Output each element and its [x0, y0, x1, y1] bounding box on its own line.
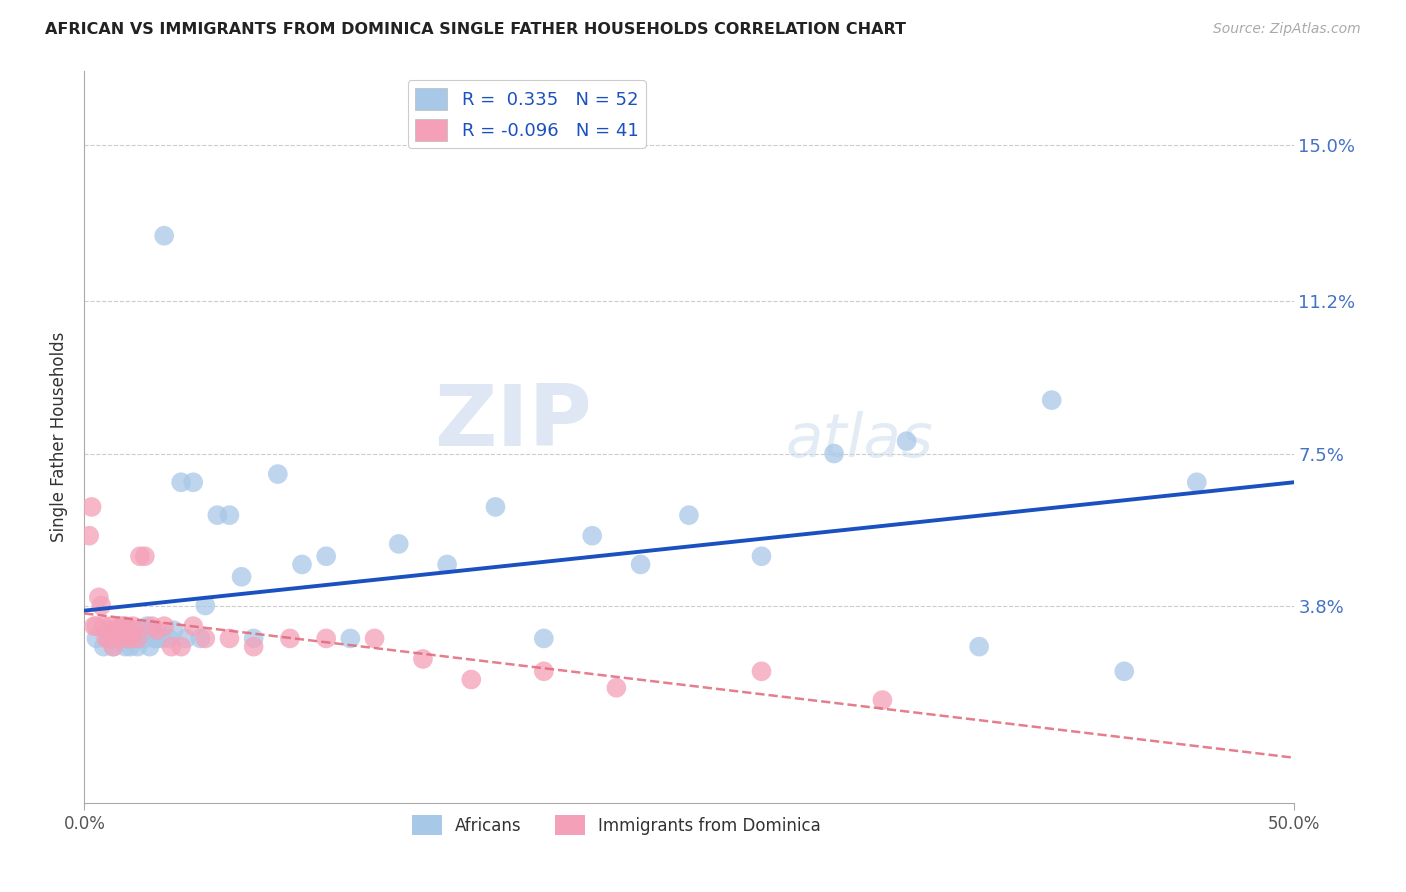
Point	[181, 619, 204, 633]
Point	[103, 640, 125, 654]
Point	[896, 434, 918, 449]
Point	[278, 632, 301, 646]
Point	[100, 619, 122, 633]
Point	[363, 632, 385, 646]
Point	[77, 529, 100, 543]
Point	[134, 549, 156, 564]
Point	[170, 640, 193, 654]
Point	[174, 632, 197, 646]
Point	[605, 681, 627, 695]
Point	[129, 549, 152, 564]
Point	[90, 599, 112, 613]
Point	[87, 591, 110, 605]
Point	[146, 632, 169, 646]
Point	[80, 500, 103, 514]
Point	[141, 619, 163, 633]
Point	[153, 228, 176, 243]
Point	[121, 624, 143, 638]
Point	[143, 632, 166, 646]
Point	[533, 665, 555, 679]
Y-axis label: Single Father Households: Single Father Households	[51, 332, 69, 542]
Point	[104, 624, 127, 638]
Point	[1040, 393, 1063, 408]
Point	[484, 500, 506, 514]
Point	[93, 619, 115, 633]
Point	[124, 632, 146, 646]
Point	[138, 640, 160, 654]
Point	[150, 632, 173, 646]
Point	[751, 665, 773, 679]
Point	[630, 558, 652, 572]
Point	[141, 624, 163, 638]
Point	[190, 632, 212, 646]
Point	[315, 549, 337, 564]
Point	[120, 640, 142, 654]
Point	[207, 508, 229, 523]
Point	[267, 467, 290, 481]
Point	[678, 508, 700, 523]
Point	[117, 632, 139, 646]
Text: AFRICAN VS IMMIGRANTS FROM DOMINICA SINGLE FATHER HOUSEHOLDS CORRELATION CHART: AFRICAN VS IMMIGRANTS FROM DOMINICA SING…	[45, 22, 905, 37]
Point	[194, 632, 217, 646]
Point	[460, 673, 482, 687]
Point	[127, 640, 149, 654]
Point	[339, 632, 361, 646]
Point	[110, 619, 132, 633]
Point	[93, 640, 115, 654]
Point	[194, 599, 217, 613]
Point	[436, 558, 458, 572]
Point	[218, 632, 240, 646]
Point	[134, 632, 156, 646]
Point	[388, 537, 411, 551]
Point	[97, 624, 120, 638]
Point	[129, 632, 152, 646]
Point	[94, 632, 117, 646]
Point	[967, 640, 990, 654]
Point	[315, 632, 337, 646]
Point	[218, 508, 240, 523]
Point	[163, 624, 186, 638]
Point	[146, 624, 169, 638]
Point	[83, 619, 105, 633]
Point	[127, 632, 149, 646]
Point	[86, 619, 108, 633]
Point	[114, 640, 136, 654]
Text: atlas: atlas	[786, 411, 934, 470]
Point	[131, 624, 153, 638]
Point	[157, 632, 180, 646]
Point	[823, 446, 845, 460]
Point	[97, 632, 120, 646]
Point	[121, 619, 143, 633]
Point	[112, 624, 135, 638]
Point	[1185, 475, 1208, 490]
Point	[117, 632, 139, 646]
Point	[110, 632, 132, 646]
Point	[181, 475, 204, 490]
Text: ZIP: ZIP	[434, 381, 592, 464]
Legend: Africans, Immigrants from Dominica: Africans, Immigrants from Dominica	[405, 808, 828, 842]
Point	[107, 632, 129, 646]
Point	[112, 619, 135, 633]
Point	[231, 570, 253, 584]
Point	[153, 619, 176, 633]
Point	[751, 549, 773, 564]
Point	[1114, 665, 1136, 679]
Point	[412, 652, 434, 666]
Point	[103, 640, 125, 654]
Point	[104, 632, 127, 646]
Point	[114, 619, 136, 633]
Text: Source: ZipAtlas.com: Source: ZipAtlas.com	[1213, 22, 1361, 37]
Point	[581, 529, 603, 543]
Point	[86, 632, 108, 646]
Point	[124, 624, 146, 638]
Point	[242, 640, 264, 654]
Point	[136, 619, 159, 633]
Point	[533, 632, 555, 646]
Point	[872, 693, 894, 707]
Point	[291, 558, 314, 572]
Point	[170, 475, 193, 490]
Point	[242, 632, 264, 646]
Point	[120, 632, 142, 646]
Point	[160, 640, 183, 654]
